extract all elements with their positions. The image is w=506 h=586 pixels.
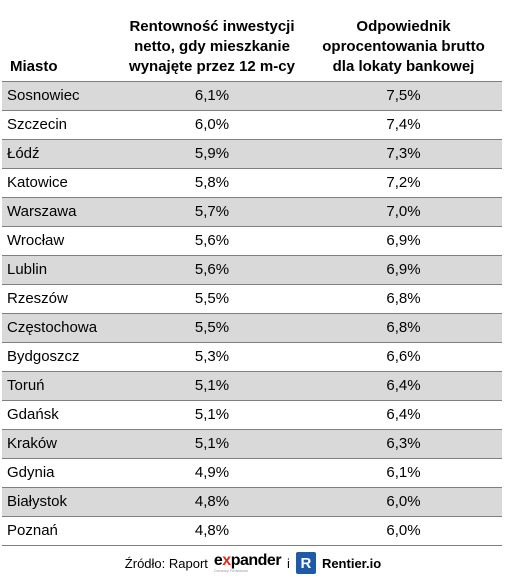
cell-city: Poznań — [2, 516, 119, 546]
cell-city: Warszawa — [2, 197, 119, 227]
table-row: Sosnowiec 6,1% 7,5% — [2, 81, 502, 111]
header-city-line: Miasto — [10, 57, 58, 75]
table-row: Kraków 5,1% 6,3% — [2, 429, 502, 459]
cell-equivalent: 6,6% — [305, 342, 502, 372]
table-body: Sosnowiec 6,1% 7,5% Szczecin 6,0% 7,4% Łódź 5,9… — [2, 81, 502, 546]
cell-equivalent: 7,4% — [305, 110, 502, 140]
source-label: Źródło: Raport — [124, 555, 208, 571]
cell-city: Gdynia — [2, 458, 119, 488]
expander-logo: expander Doradcy Finansowi — [213, 551, 282, 573]
cell-equivalent: 6,1% — [305, 458, 502, 488]
cell-equivalent: 7,3% — [305, 139, 502, 169]
rentier-name: Rentier.io — [321, 555, 382, 571]
header-equivalent-line-1: Odpowiednik — [356, 17, 451, 35]
expander-x: x — [222, 551, 231, 569]
cell-return: 6,1% — [119, 81, 305, 111]
cell-return: 5,9% — [119, 139, 305, 169]
cell-return: 5,5% — [119, 284, 305, 314]
cell-return: 5,8% — [119, 168, 305, 198]
table-row: Bydgoszcz 5,3% 6,6% — [2, 342, 502, 372]
table-row: Toruń 5,1% 6,4% — [2, 371, 502, 401]
expander-prefix: e — [213, 551, 223, 569]
table-row: Rzeszów 5,5% 6,8% — [2, 284, 502, 314]
cell-city: Szczecin — [2, 110, 119, 140]
cell-return: 4,8% — [119, 516, 305, 546]
header-city: Miasto — [2, 0, 119, 82]
table-row: Katowice 5,8% 7,2% — [2, 168, 502, 198]
table-row: Wrocław 5,6% 6,9% — [2, 226, 502, 256]
cell-city: Częstochowa — [2, 313, 119, 343]
cell-return: 4,8% — [119, 487, 305, 517]
table-row: Łódź 5,9% 7,3% — [2, 139, 502, 169]
cell-city: Bydgoszcz — [2, 342, 119, 372]
cell-return: 5,7% — [119, 197, 305, 227]
source-conjunction: i — [287, 555, 290, 571]
table-row: Białystok 4,8% 6,0% — [2, 487, 502, 517]
cell-city: Katowice — [2, 168, 119, 198]
cell-city: Białystok — [2, 487, 119, 517]
table-header: Miasto Rentowność inwestycji netto, gdy … — [2, 0, 502, 82]
expander-wordmark: expander — [213, 551, 282, 569]
cell-city: Gdańsk — [2, 400, 119, 430]
cell-city: Rzeszów — [2, 284, 119, 314]
cell-equivalent: 6,4% — [305, 371, 502, 401]
cell-equivalent: 6,9% — [305, 226, 502, 256]
cell-return: 4,9% — [119, 458, 305, 488]
cell-return: 5,6% — [119, 255, 305, 285]
cell-equivalent: 7,2% — [305, 168, 502, 198]
cell-return: 5,3% — [119, 342, 305, 372]
header-return-line-3: wynajęte przez 12 m-cy — [129, 57, 295, 75]
cell-return: 5,1% — [119, 429, 305, 459]
cell-equivalent: 6,8% — [305, 284, 502, 314]
table-row: Warszawa 5,7% 7,0% — [2, 197, 502, 227]
cell-city: Łódź — [2, 139, 119, 169]
cell-equivalent: 6,3% — [305, 429, 502, 459]
expander-rest: pander — [230, 551, 282, 569]
rentier-logo-icon: R — [295, 552, 316, 574]
cell-equivalent: 6,0% — [305, 516, 502, 546]
header-equivalent-line-2: oprocentowania brutto — [322, 37, 485, 55]
cell-equivalent: 6,0% — [305, 487, 502, 517]
cell-return: 5,1% — [119, 371, 305, 401]
header-return-line-1: Rentowność inwestycji — [129, 17, 295, 35]
cell-return: 5,6% — [119, 226, 305, 256]
header-return: Rentowność inwestycji netto, gdy mieszka… — [119, 0, 305, 82]
yield-table: Miasto Rentowność inwestycji netto, gdy … — [2, 0, 502, 546]
table-row: Gdańsk 5,1% 6,4% — [2, 400, 502, 430]
cell-equivalent: 7,0% — [305, 197, 502, 227]
table-row: Gdynia 4,9% 6,1% — [2, 458, 502, 488]
cell-equivalent: 6,4% — [305, 400, 502, 430]
table-container: Miasto Rentowność inwestycji netto, gdy … — [2, 0, 502, 546]
source-footer: Źródło: Raport expander Doradcy Finansow… — [0, 548, 506, 578]
cell-equivalent: 6,8% — [305, 313, 502, 343]
header-row: Miasto Rentowność inwestycji netto, gdy … — [2, 0, 502, 82]
table-row: Szczecin 6,0% 7,4% — [2, 110, 502, 140]
cell-city: Kraków — [2, 429, 119, 459]
cell-equivalent: 7,5% — [305, 81, 502, 111]
header-equivalent-line-3: dla lokaty bankowej — [332, 57, 475, 75]
expander-tagline: Doradcy Finansowi — [213, 567, 248, 573]
table-row: Poznań 4,8% 6,0% — [2, 516, 502, 546]
cell-city: Lublin — [2, 255, 119, 285]
cell-return: 6,0% — [119, 110, 305, 140]
table-row: Lublin 5,6% 6,9% — [2, 255, 502, 285]
table-row: Częstochowa 5,5% 6,8% — [2, 313, 502, 343]
cell-return: 5,1% — [119, 400, 305, 430]
cell-city: Toruń — [2, 371, 119, 401]
header-return-line-2: netto, gdy mieszkanie — [134, 37, 290, 55]
cell-return: 5,5% — [119, 313, 305, 343]
header-equivalent: Odpowiednik oprocentowania brutto dla lo… — [305, 0, 502, 82]
cell-city: Wrocław — [2, 226, 119, 256]
cell-city: Sosnowiec — [2, 81, 119, 111]
cell-equivalent: 6,9% — [305, 255, 502, 285]
